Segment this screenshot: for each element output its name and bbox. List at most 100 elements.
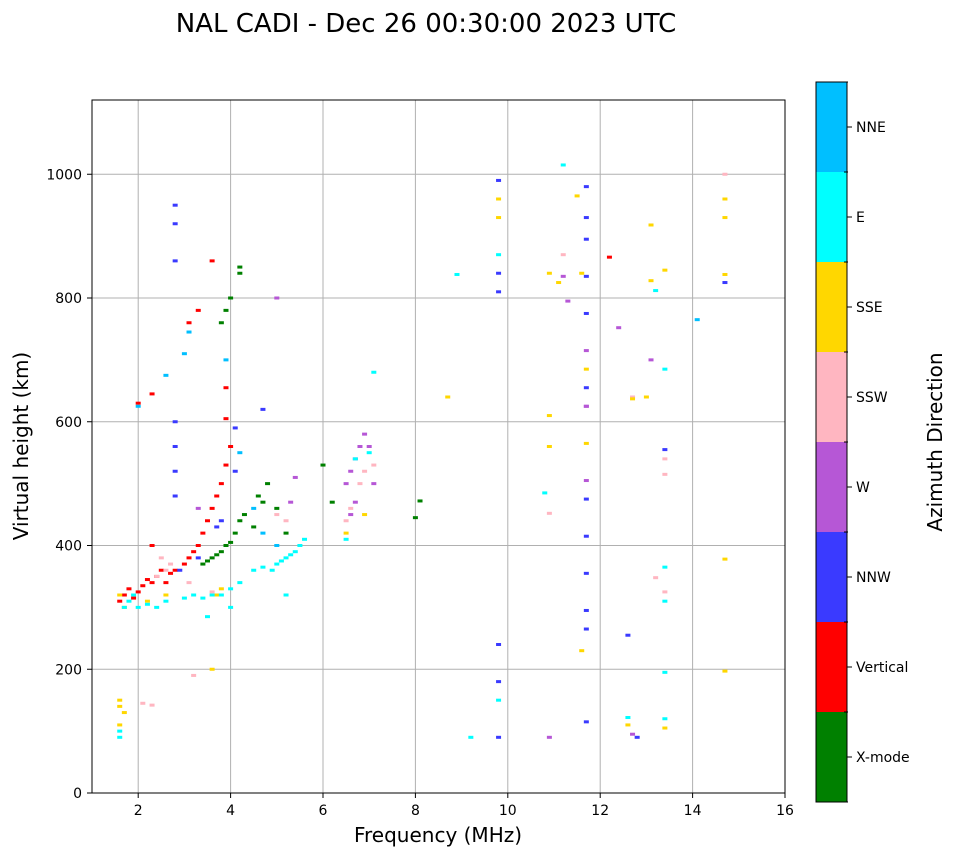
data-point xyxy=(274,544,280,547)
y-axis-label: Virtual height (km) xyxy=(9,352,33,541)
colorbar-tick-label: Vertical xyxy=(856,660,908,676)
y-tick-label: 0 xyxy=(73,786,82,802)
colorbar: X-mode Vertical NNW W SSW SSE E NNE xyxy=(815,81,910,803)
x-axis-label: Frequency (MHz) xyxy=(354,823,522,847)
data-point xyxy=(560,253,566,257)
data-point xyxy=(214,494,220,498)
data-point xyxy=(191,550,197,554)
data-point xyxy=(228,445,234,448)
data-point xyxy=(168,571,174,575)
data-point xyxy=(121,605,127,609)
series-x-mode xyxy=(200,265,423,566)
x-tick-label: 10 xyxy=(499,803,517,819)
data-point xyxy=(546,271,552,275)
data-point xyxy=(662,717,668,721)
data-point xyxy=(172,259,178,263)
data-point xyxy=(172,420,178,424)
data-point xyxy=(172,445,178,448)
data-point xyxy=(648,358,654,362)
colorbar-tick-label: X-mode xyxy=(856,750,910,766)
data-point xyxy=(362,513,368,517)
colorbar-tick-label: NNW xyxy=(856,570,891,586)
data-point xyxy=(292,550,298,554)
data-point xyxy=(117,593,123,597)
data-point xyxy=(579,271,585,275)
data-point xyxy=(583,185,589,189)
data-point xyxy=(496,271,502,275)
data-point xyxy=(583,441,589,445)
data-point xyxy=(583,608,589,612)
data-point xyxy=(251,568,257,572)
data-point xyxy=(195,308,201,312)
grid-lines xyxy=(92,100,785,793)
data-point xyxy=(371,463,377,467)
y-tick-label: 800 xyxy=(55,291,82,307)
data-point xyxy=(662,457,668,461)
data-point xyxy=(288,500,294,504)
data-point xyxy=(722,172,728,176)
data-point xyxy=(168,562,174,566)
data-point xyxy=(348,506,354,510)
colorbar-segment xyxy=(816,532,847,622)
data-point xyxy=(205,615,210,619)
data-point xyxy=(496,290,502,294)
data-point xyxy=(556,281,562,285)
data-point xyxy=(135,605,141,609)
x-axis-ticks: 2 4 6 8 10 12 14 16 xyxy=(134,793,794,819)
data-point xyxy=(237,581,243,585)
data-point xyxy=(496,680,502,684)
data-point xyxy=(583,386,589,390)
data-point xyxy=(214,553,220,557)
data-point xyxy=(283,556,289,560)
data-point xyxy=(653,289,659,293)
data-point xyxy=(209,259,215,263)
data-point xyxy=(223,417,229,421)
series-w xyxy=(195,274,654,739)
data-point xyxy=(630,397,636,401)
data-point xyxy=(583,627,589,631)
y-tick-label: 1000 xyxy=(46,167,82,183)
data-point xyxy=(149,581,155,585)
data-point xyxy=(348,513,354,517)
plot-background xyxy=(92,100,785,793)
data-point xyxy=(496,216,502,220)
data-point xyxy=(163,593,169,597)
colorbar-tick-label: W xyxy=(856,480,870,496)
data-point xyxy=(223,544,229,547)
colorbar-label: Azimuth Direction xyxy=(923,352,947,531)
data-point xyxy=(172,222,178,226)
data-point xyxy=(722,669,728,673)
data-point xyxy=(232,426,238,430)
data-point xyxy=(634,735,640,739)
data-point xyxy=(352,457,358,461)
data-point xyxy=(260,565,266,569)
data-point xyxy=(144,578,150,582)
data-point xyxy=(583,720,589,724)
data-point xyxy=(117,723,123,727)
data-point xyxy=(218,587,224,591)
data-point xyxy=(191,593,197,597)
data-point xyxy=(583,367,589,371)
data-point xyxy=(163,373,169,377)
data-point xyxy=(260,500,266,504)
data-point xyxy=(232,469,238,473)
colorbar-tick-label: E xyxy=(856,210,865,226)
data-point xyxy=(348,469,354,473)
data-point xyxy=(366,445,372,448)
data-point xyxy=(209,593,215,597)
data-point xyxy=(241,513,247,517)
data-point xyxy=(228,605,234,609)
data-marks xyxy=(117,163,728,739)
colorbar-segment xyxy=(816,622,847,712)
data-point xyxy=(163,581,169,585)
data-point xyxy=(662,367,668,371)
data-point xyxy=(362,432,368,436)
data-point xyxy=(662,590,668,594)
data-point xyxy=(496,253,502,257)
data-point xyxy=(546,511,552,515)
data-point xyxy=(140,584,146,588)
data-point xyxy=(583,274,589,278)
data-point xyxy=(200,531,206,535)
data-point xyxy=(616,326,622,330)
plot-area xyxy=(91,99,786,794)
